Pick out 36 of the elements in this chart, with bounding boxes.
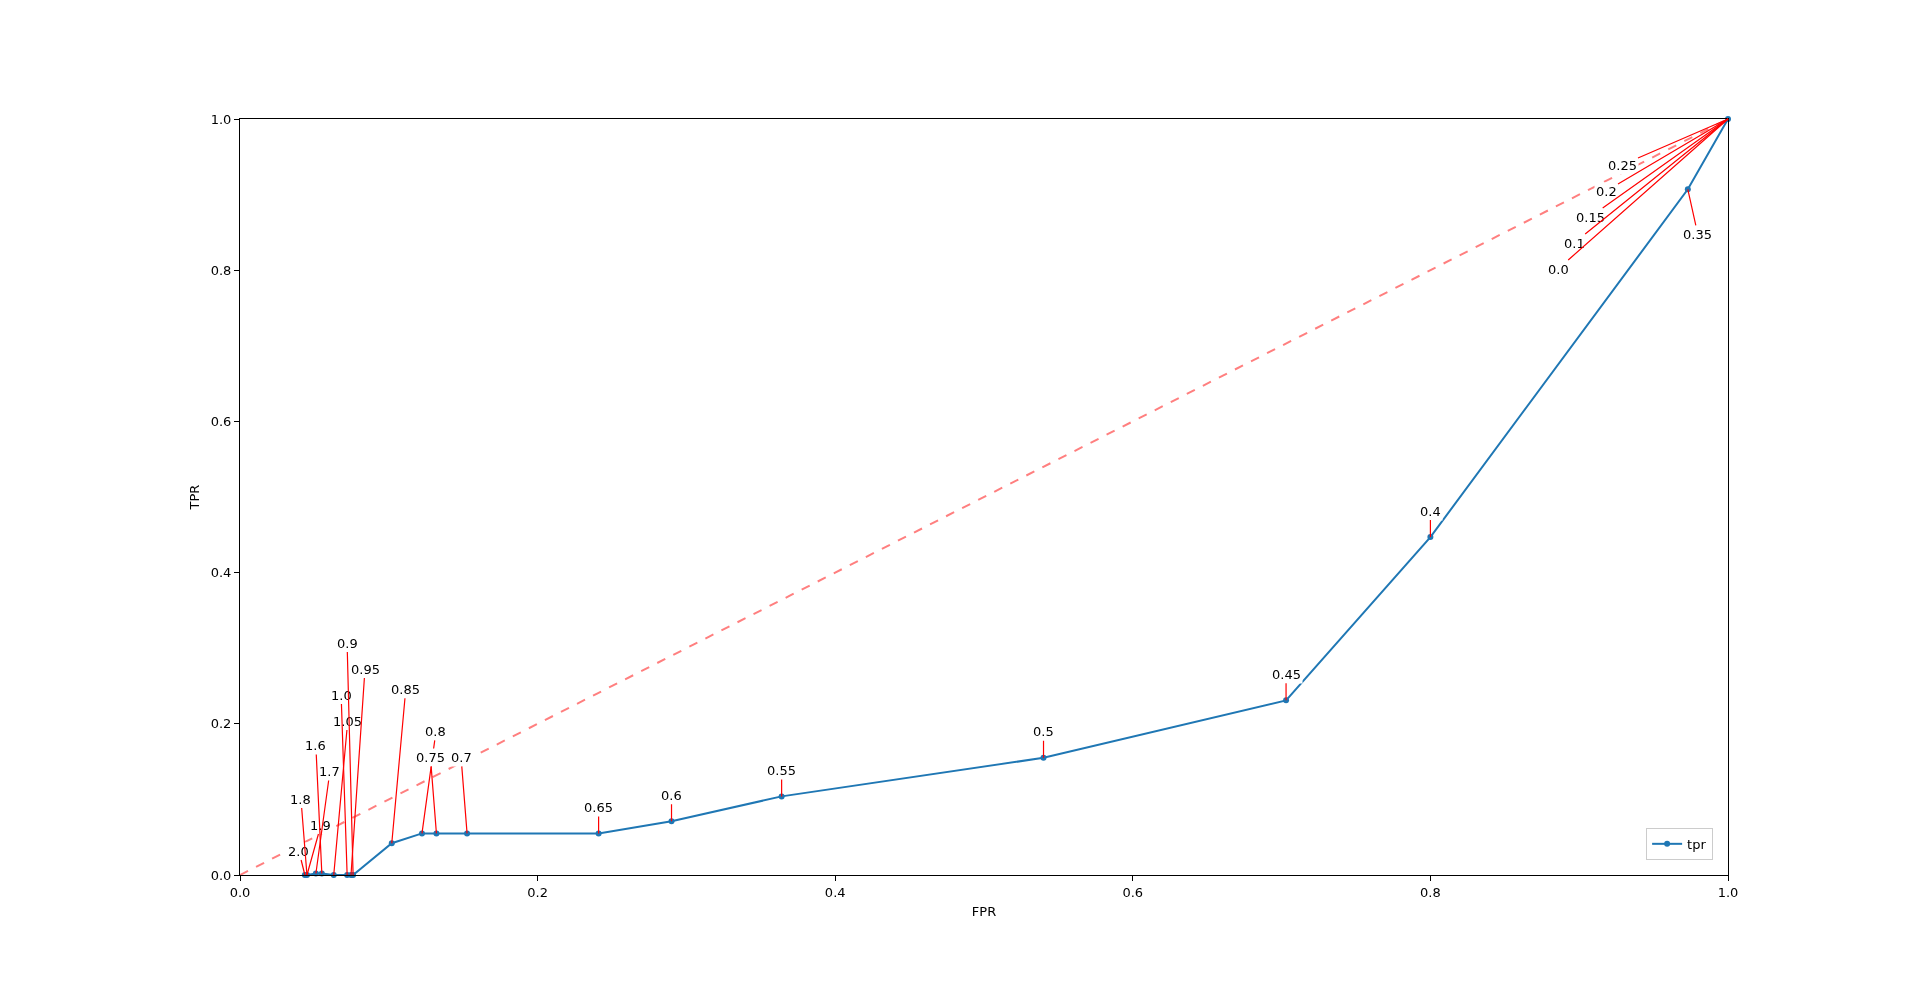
annotation: 0.6 — [661, 788, 682, 803]
y-tick-label: 1.0 — [210, 111, 232, 127]
x-tick-label: 0.8 — [1420, 884, 1441, 900]
y-tick-label: 0.8 — [210, 262, 232, 278]
annotation: 1.8 — [290, 792, 311, 807]
annotation: 0.1 — [1564, 236, 1585, 251]
annotation: 0.4 — [1420, 504, 1441, 519]
annotation: 0.55 — [767, 763, 796, 778]
x-tick-label: 0.2 — [527, 884, 548, 900]
annotation: 0.65 — [584, 800, 613, 815]
annotation: 0.7 — [451, 750, 472, 765]
annotation: 0.8 — [425, 724, 446, 739]
annotation: 0.2 — [1596, 184, 1617, 199]
annotation: 0.95 — [351, 662, 380, 677]
annotation: 0.9 — [337, 636, 358, 651]
annotation: 0.75 — [416, 750, 445, 765]
x-tick-label: 0.0 — [229, 884, 251, 900]
annotation: 0.35 — [1683, 227, 1712, 242]
annotation: 0.5 — [1033, 724, 1054, 739]
x-tick-label: 0.4 — [824, 884, 846, 900]
x-tick-label: 1.0 — [1717, 884, 1739, 900]
x-axis-title: FPR — [971, 904, 997, 920]
annotation: 1.7 — [319, 764, 340, 779]
annotation: 0.0 — [1548, 262, 1569, 277]
annotation: 0.45 — [1272, 667, 1301, 682]
legend-label: tpr — [1687, 836, 1707, 852]
y-tick-label: 0.0 — [210, 867, 232, 883]
y-tick-label: 0.2 — [210, 716, 232, 732]
annotation: 1.6 — [305, 738, 326, 753]
annotation: 0.85 — [391, 682, 420, 697]
y-tick-label: 0.6 — [210, 413, 232, 429]
annotation: 0.25 — [1608, 158, 1637, 173]
y-tick-label: 0.4 — [210, 565, 232, 581]
y-axis-title: TPR — [186, 484, 202, 511]
annotation: 0.15 — [1576, 210, 1605, 225]
x-tick-label: 0.6 — [1122, 884, 1144, 900]
